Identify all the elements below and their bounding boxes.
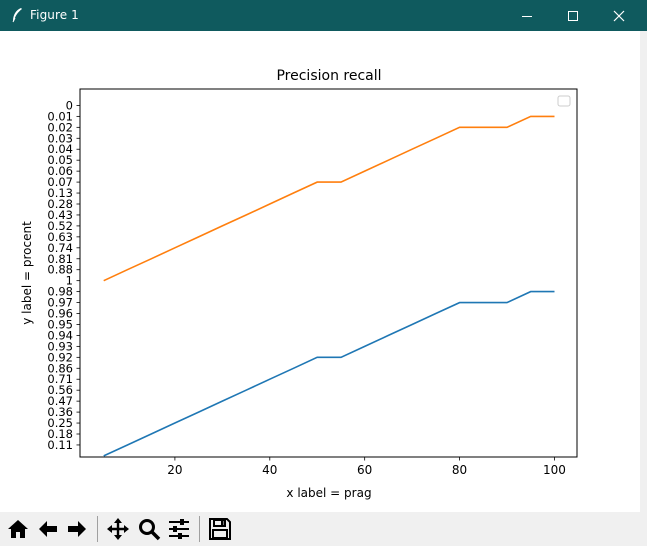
zoom-button[interactable] xyxy=(135,515,163,543)
home-icon xyxy=(8,520,28,538)
minimize-icon xyxy=(522,15,532,17)
y-tick-label: 0.52 xyxy=(47,219,73,233)
window-title: Figure 1 xyxy=(30,8,79,22)
series-line-2 xyxy=(103,115,555,282)
y-tick-label: 0.43 xyxy=(47,208,73,222)
y-tick-label: 0.03 xyxy=(47,131,73,145)
y-tick-label: 1 xyxy=(66,274,73,288)
forward-button[interactable] xyxy=(63,515,91,543)
arrow-right-icon xyxy=(68,521,86,537)
y-tick-label: 0.25 xyxy=(47,416,73,430)
chart: Precision recall 0.110.180.250.360.470.5… xyxy=(20,68,578,500)
magnifier-icon xyxy=(139,519,161,541)
series-line-1 xyxy=(103,290,555,457)
pan-button[interactable] xyxy=(104,515,132,543)
y-tick-label: 0.36 xyxy=(47,405,73,419)
y-tick-label: 0.81 xyxy=(47,252,73,266)
home-button[interactable] xyxy=(4,515,32,543)
plot-area xyxy=(79,88,578,458)
y-tick-label: 0 xyxy=(66,98,73,112)
y-tick-label: 0.86 xyxy=(47,361,73,375)
y-tick-label: 0.95 xyxy=(47,317,73,331)
x-tick-label: 20 xyxy=(167,463,182,477)
arrow-left-icon xyxy=(39,521,57,537)
toolbar-separator xyxy=(97,516,98,542)
chart-title: Precision recall xyxy=(276,68,381,84)
x-tick-label: 40 xyxy=(262,463,277,477)
x-tick-label: 100 xyxy=(543,463,566,477)
y-tick-label: 0.13 xyxy=(47,186,73,200)
y-tick-label: 0.47 xyxy=(47,394,73,408)
y-tick-label: 0.71 xyxy=(47,372,73,386)
minimize-button[interactable] xyxy=(504,0,550,31)
maximize-icon xyxy=(568,10,578,21)
close-icon xyxy=(613,10,625,21)
y-tick-label: 0.63 xyxy=(47,230,73,244)
y-tick-label: 0.94 xyxy=(47,328,73,342)
floppy-disk-icon xyxy=(209,518,231,540)
navigation-toolbar xyxy=(0,512,640,546)
y-tick-label: 0.11 xyxy=(47,438,73,452)
y-tick-label: 0.93 xyxy=(47,339,73,353)
y-tick-label: 0.28 xyxy=(47,197,73,211)
y-tick-label: 0.97 xyxy=(47,296,73,310)
y-tick-label: 0.56 xyxy=(47,383,73,397)
y-tick-label: 0.92 xyxy=(47,350,73,364)
feather-icon xyxy=(12,8,22,23)
toolbar-separator xyxy=(199,516,200,542)
y-tick-label: 0.74 xyxy=(47,241,73,255)
save-button[interactable] xyxy=(206,515,234,543)
maximize-button[interactable] xyxy=(550,0,596,31)
y-tick-label: 0.07 xyxy=(47,175,73,189)
y-tick-label: 0.05 xyxy=(47,153,73,167)
y-tick-label: 0.01 xyxy=(47,109,73,123)
figure-canvas[interactable]: Precision recall 0.11 0.18 0.25 0.36 0.47 0.5… xyxy=(0,31,647,512)
y-tick-label: 0.98 xyxy=(47,285,73,299)
y-tick-label: 0.96 xyxy=(47,307,73,321)
configure-subplots-button[interactable] xyxy=(165,515,193,543)
legend-box xyxy=(557,95,571,107)
y-tick-label: 0.88 xyxy=(47,263,73,277)
sliders-icon xyxy=(169,519,189,539)
title-bar[interactable]: Figure 1 xyxy=(0,0,647,31)
move-icon xyxy=(107,518,129,540)
close-button[interactable] xyxy=(596,0,642,31)
y-tick-label: 0.04 xyxy=(47,142,73,156)
y-tick-label: 0.02 xyxy=(47,120,73,134)
x-axis-label: x label = prag xyxy=(286,486,371,500)
window-edge xyxy=(640,31,647,546)
x-tick-label: 60 xyxy=(357,463,372,477)
back-button[interactable] xyxy=(34,515,62,543)
y-tick-label: 0.06 xyxy=(47,164,73,178)
x-tick-label: 80 xyxy=(452,463,467,477)
y-axis-label: y label = procent xyxy=(20,221,34,325)
y-tick-label: 0.18 xyxy=(47,427,73,441)
